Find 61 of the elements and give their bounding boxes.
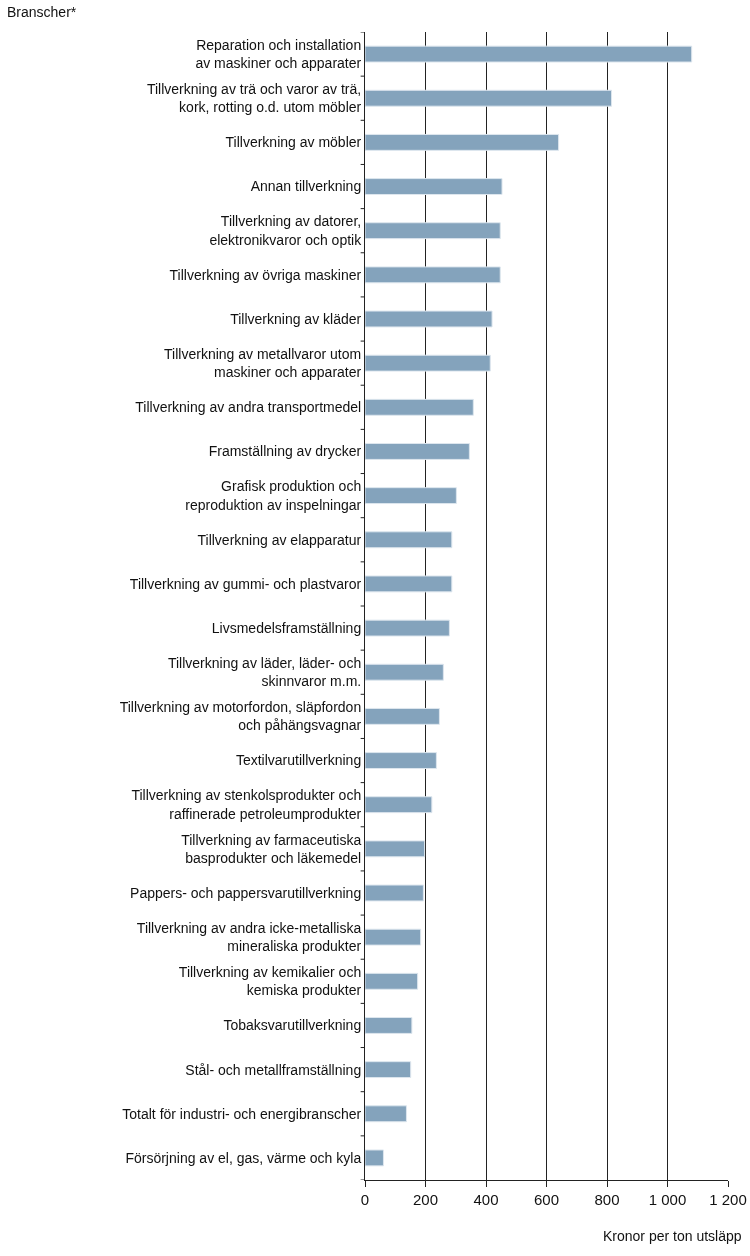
y-tick-label: Tillverkning av stenkolsprodukter och raffinerade petroleumprodukter — [131, 787, 362, 822]
y-tick-label: Annan tillverkning — [250, 178, 362, 195]
bar — [365, 531, 453, 549]
bar — [365, 575, 453, 593]
bar — [365, 89, 613, 107]
y-tick-label: Tillverkning av övriga maskiner — [169, 266, 362, 283]
y-tick-label: Grafisk produktion och reproduktion av inspelningar — [185, 478, 362, 513]
bar — [365, 354, 491, 372]
x-tick-label: 1 200 — [709, 1191, 747, 1208]
y-tick-label: Tillverkning av datorer, elektronikvaror och optik — [209, 213, 363, 248]
y-tick-label: Pappers- och pappersvarutillverkning — [130, 884, 362, 901]
bar — [365, 972, 419, 990]
bar — [365, 310, 493, 328]
bar — [365, 796, 433, 814]
y-tick-label: Tillverkning av motorfordon, släpfordon och påhängsvagnar — [119, 699, 362, 734]
x-tick-label: 1 000 — [648, 1191, 687, 1208]
y-tick-label: Tillverkning av elapparatur — [197, 531, 362, 548]
bar — [365, 133, 560, 151]
y-tick-label: Framställning av drycker — [208, 443, 362, 460]
x-tick-label: 0 — [360, 1191, 370, 1208]
x-axis-title: Kronor per ton utsläpp — [603, 1228, 742, 1244]
y-tick-label: Textilvarutillverkning — [235, 752, 362, 769]
x-tick-label: 600 — [533, 1191, 560, 1208]
bar — [365, 398, 474, 416]
bar — [365, 884, 424, 902]
bar — [365, 1061, 412, 1079]
y-tick-label: Tillverkning av möbler — [225, 134, 362, 151]
bar — [365, 619, 450, 637]
bar — [365, 45, 693, 63]
bar — [365, 1017, 413, 1034]
y-tick-label: Tillverkning av gummi- och plastvaror — [129, 575, 362, 592]
y-tick-label: Tillverkning av farmaceutiska basprodukter och läkemedel — [181, 831, 362, 866]
x-tick-label: 400 — [473, 1191, 499, 1208]
y-tick-label: Försörjning av el, gas, värme och kyla — [125, 1149, 362, 1166]
bar — [365, 840, 426, 858]
bar — [365, 178, 503, 195]
bar — [365, 443, 470, 460]
bar — [365, 928, 422, 946]
y-tick-label: Tobaksvarutillverkning — [223, 1017, 362, 1034]
y-tick-label: Stål- och metallframställning — [185, 1061, 362, 1078]
y-tick-label: Tillverkning av andra transportmedel — [135, 399, 362, 416]
x-tick-label: 800 — [594, 1191, 620, 1208]
y-axis-title: Branscher* — [7, 4, 77, 20]
y-tick-label: Reparation och installation av maskiner och apparater — [195, 36, 362, 72]
y-tick-label: Tillverkning av trä och varor av trä, kork, rotting o.d. utom möbler — [146, 81, 362, 116]
y-tick-label: Tillverkning av andra icke-metalliska mineraliska produkter — [136, 919, 362, 955]
bar — [365, 222, 501, 240]
bar — [365, 752, 437, 769]
y-tick-label: Tillverkning av metallvaror utom maskiner och apparater — [164, 345, 362, 381]
bar — [365, 663, 444, 681]
bar — [365, 487, 457, 505]
y-tick-label: Totalt för industri- och energibranscher — [122, 1105, 362, 1122]
y-tick-label: Livsmedelsframställning — [211, 619, 362, 636]
bar — [365, 707, 440, 725]
bar — [365, 266, 501, 284]
x-tick-label: 200 — [412, 1191, 439, 1208]
y-tick-label: Tillverkning av läder, läder- och skinnvaror m.m. — [167, 655, 362, 690]
y-tick-label: Tillverkning av kläder — [230, 310, 362, 327]
bar — [365, 1149, 384, 1167]
y-tick-label: Tillverkning av kemikalier och kemiska produkter — [178, 964, 362, 999]
bar — [365, 1105, 407, 1123]
